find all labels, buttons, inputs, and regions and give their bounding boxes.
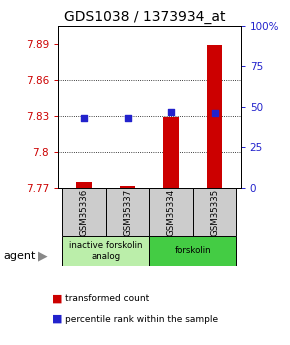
Text: percentile rank within the sample: percentile rank within the sample bbox=[65, 315, 218, 324]
Bar bbox=[120, 186, 135, 188]
Text: GSM35336: GSM35336 bbox=[79, 189, 89, 236]
Text: inactive forskolin
analog: inactive forskolin analog bbox=[69, 241, 143, 261]
Text: GSM35335: GSM35335 bbox=[210, 189, 219, 236]
Point bbox=[82, 116, 86, 121]
Text: GSM35337: GSM35337 bbox=[123, 189, 132, 236]
Bar bbox=[193, 188, 236, 236]
Text: transformed count: transformed count bbox=[65, 294, 150, 303]
Text: GSM35334: GSM35334 bbox=[166, 189, 176, 236]
Bar bbox=[207, 45, 222, 188]
Text: ■: ■ bbox=[52, 314, 63, 324]
Bar bbox=[149, 188, 193, 236]
Text: agent: agent bbox=[3, 251, 35, 261]
Bar bbox=[62, 188, 106, 236]
Bar bbox=[62, 236, 149, 266]
Bar bbox=[149, 236, 236, 266]
Point bbox=[169, 109, 173, 115]
Bar bbox=[77, 182, 92, 188]
Point bbox=[125, 116, 130, 121]
Text: GDS1038 / 1373934_at: GDS1038 / 1373934_at bbox=[64, 10, 226, 24]
Text: forskolin: forskolin bbox=[175, 246, 211, 256]
Point bbox=[212, 111, 217, 116]
Text: ■: ■ bbox=[52, 294, 63, 303]
Bar bbox=[106, 188, 149, 236]
Bar bbox=[164, 117, 179, 188]
Text: ▶: ▶ bbox=[38, 249, 47, 263]
